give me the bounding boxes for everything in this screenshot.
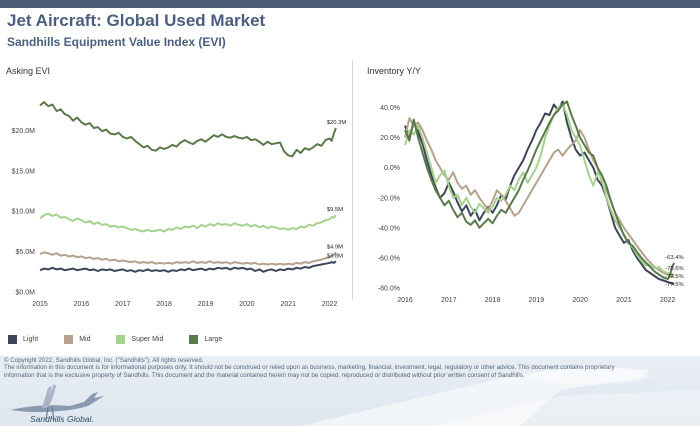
chart-legend: Light Mid Super Mid Large: [8, 333, 248, 345]
series-line-large: [39, 101, 337, 158]
legend-swatch-large: [189, 334, 199, 344]
y-tick-label: -40.0%: [378, 225, 400, 232]
end-value-label: -63.4%: [665, 255, 683, 261]
end-value-label: -70.6%: [665, 266, 683, 272]
sandhills-logo-icon: [10, 384, 104, 421]
page-subtitle: Sandhills Equipment Value Index (EVI): [7, 35, 226, 49]
series-line-light: [404, 100, 675, 286]
x-tick-label: 2022: [660, 297, 676, 304]
end-value-label: -77.5%: [665, 282, 683, 288]
footer-copyright: © Copyright 2022, Sandhills Global, Inc.…: [4, 357, 204, 364]
inventory-yy-chart: Inventory Y/Y -80.0% -60.0% -40.0% -20.0% 0.0…: [367, 66, 684, 304]
x-tick-label: 2019: [198, 301, 214, 308]
header-bar: [0, 0, 700, 8]
legend-item-super-mid: Super Mid: [116, 334, 164, 344]
page-title: Jet Aircraft: Global Used Market: [7, 11, 266, 30]
x-tick-label: 2017: [115, 301, 131, 308]
x-tick-label: 2018: [156, 301, 172, 308]
x-tick-label: 2022: [322, 301, 338, 308]
legend-item-mid: Mid: [64, 334, 91, 344]
legend-label-super-mid: Super Mid: [131, 335, 164, 343]
asking-evi-chart: Asking EVI $0.0M $5.0M $10.0M $15.0M $20.0M 20…: [6, 66, 347, 308]
y-tick-label: -20.0%: [378, 195, 400, 202]
x-tick-label: 2020: [572, 297, 588, 304]
x-tick-label: 2016: [74, 301, 90, 308]
legend-item-large: Large: [189, 334, 223, 344]
legend-item-light: Light: [8, 334, 39, 344]
end-value-label: -72.5%: [665, 274, 683, 280]
x-tick-label: 2021: [280, 301, 296, 308]
legend-label-light: Light: [23, 335, 39, 343]
series-line-large: [404, 100, 676, 280]
legend-swatch-super-mid: [116, 334, 126, 344]
y-tick-label: $15.0M: [12, 168, 36, 175]
footer-band: [0, 356, 700, 426]
legend-label-mid: Mid: [79, 335, 91, 343]
y-tick-label: 40.0%: [380, 105, 400, 112]
y-tick-label: -60.0%: [378, 255, 400, 262]
chart-title: Asking EVI: [6, 66, 50, 76]
footer-text: © Copyright 2022, Sandhills Global, Inc.…: [4, 357, 694, 379]
footer-disclaimer-1: The information in this document is for …: [4, 364, 615, 372]
series-line-super-mid: [39, 212, 337, 233]
chart-title: Inventory Y/Y: [367, 66, 421, 76]
x-tick-label: 2016: [397, 297, 413, 304]
y-tick-label: $5.0M: [16, 249, 36, 256]
panel-divider: [352, 60, 353, 300]
series-line-light: [39, 260, 337, 273]
legend-swatch-mid: [64, 334, 74, 344]
footer-disclaimer-2: information that is the exclusive proper…: [4, 371, 525, 379]
x-tick-label: 2015: [32, 301, 48, 308]
y-tick-label: 0.0%: [384, 165, 400, 172]
x-tick-label: 2018: [485, 297, 501, 304]
legend-swatch-light: [8, 334, 17, 344]
footer-aircraft-illustration: [300, 366, 700, 426]
x-tick-label: 2017: [441, 297, 457, 304]
legend-label-large: Large: [204, 335, 223, 343]
end-value-label: $9.5M: [327, 207, 343, 213]
logo-text: Sandhills Global.: [30, 414, 94, 424]
y-tick-label: $20.0M: [12, 128, 36, 135]
end-value-label: $4.9M: [327, 244, 343, 250]
y-tick-label: $10.0M: [12, 209, 36, 216]
series-line-mid: [39, 251, 337, 266]
x-tick-label: 2019: [529, 297, 545, 304]
y-tick-label: $0.0M: [16, 290, 36, 297]
y-tick-label: 20.0%: [380, 135, 400, 142]
series-line-mid: [404, 117, 675, 278]
y-tick-label: -80.0%: [378, 286, 400, 293]
end-value-label: $20.3M: [327, 120, 347, 126]
x-tick-label: 2021: [616, 297, 632, 304]
x-tick-label: 2020: [239, 301, 255, 308]
end-value-label: $3.8M: [327, 253, 343, 259]
